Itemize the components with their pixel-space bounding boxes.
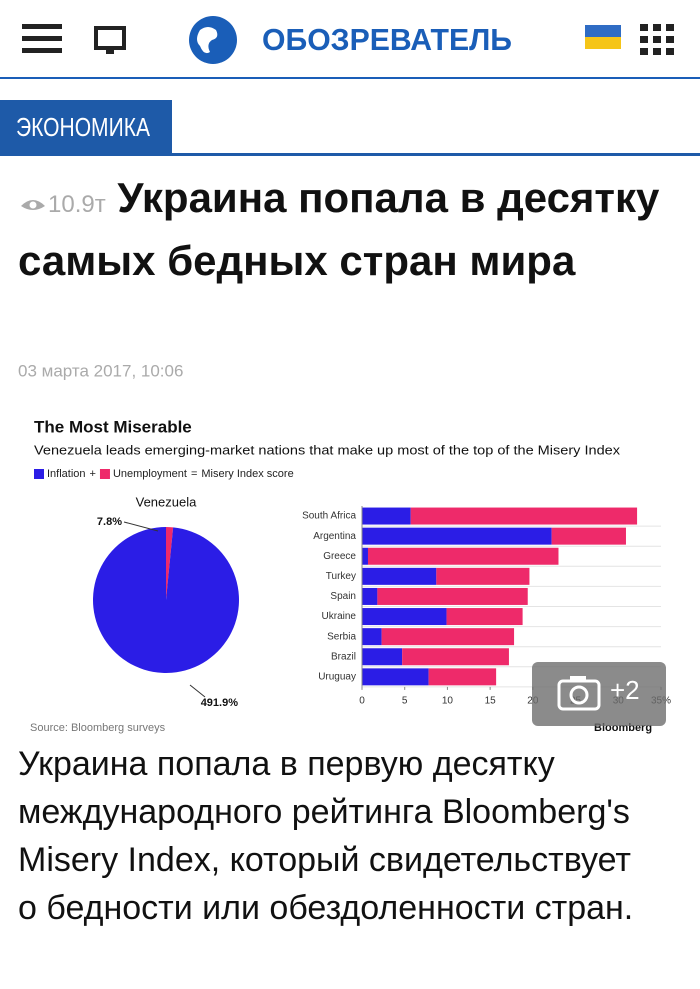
bar-segment <box>362 608 447 626</box>
pie-slice <box>93 527 240 673</box>
pie-value-label: 491.9% <box>201 697 239 709</box>
article-title: 10.9т Украина попала в десятку самых бед… <box>18 170 688 289</box>
apps-button[interactable] <box>640 24 674 55</box>
legend-label: Inflation <box>47 468 86 480</box>
logo[interactable]: ОБОЗРЕВАТЕЛЬ <box>189 16 512 64</box>
x-tick-label: 10 <box>442 696 454 707</box>
bar-segment <box>362 587 378 605</box>
bar-segment <box>402 648 509 666</box>
eye-icon <box>21 200 45 210</box>
figure-title: The Most Miserable <box>34 417 192 436</box>
photo-count: +2 <box>610 675 640 705</box>
photo-count-button[interactable]: +2 <box>532 662 666 726</box>
figure-source: Source: Bloomberg surveys <box>30 722 166 734</box>
legend-operator: = <box>191 468 197 480</box>
legend-operator: + <box>90 468 96 480</box>
pie-title: Venezuela <box>136 494 197 509</box>
views-count: 10.9т <box>48 191 106 218</box>
pie-value-label: 7.8% <box>97 516 122 528</box>
bar-segment <box>446 608 523 626</box>
bar-segment <box>362 648 403 666</box>
menu-button[interactable] <box>22 24 62 53</box>
bar-segment <box>362 628 382 646</box>
language-flag[interactable] <box>585 25 621 49</box>
bar-segment <box>428 668 497 686</box>
legend-swatch <box>99 469 110 479</box>
y-tick-label: South Africa <box>302 511 356 522</box>
y-tick-label: Spain <box>330 591 356 602</box>
bar-segment <box>362 507 411 525</box>
article-date: 03 марта 2017, 10:06 <box>18 361 183 380</box>
bar-segment <box>436 567 530 585</box>
legend-total: Misery Index score <box>201 468 293 480</box>
bar-segment <box>362 567 437 585</box>
y-tick-label: Ukraine <box>322 611 357 622</box>
y-tick-label: Argentina <box>313 531 356 542</box>
legend-swatch <box>34 469 44 479</box>
bar-segment <box>367 547 559 565</box>
section-label[interactable]: ЭКОНОМИКА <box>16 112 151 142</box>
figure-subtitle: Venezuela leads emerging-market nations … <box>34 442 621 457</box>
y-tick-label: Greece <box>323 551 356 562</box>
bar-segment <box>377 587 528 605</box>
y-tick-label: Uruguay <box>318 671 356 682</box>
section-band[interactable] <box>0 100 172 155</box>
header-line <box>0 77 700 79</box>
y-tick-label: Serbia <box>327 631 356 642</box>
leader-line <box>189 684 206 698</box>
x-tick-label: 5 <box>402 696 408 707</box>
title-text: Украина попала в десятку самых бедных ст… <box>18 174 660 284</box>
section-line <box>0 153 700 156</box>
legend-label: Unemployment <box>113 468 187 480</box>
bar-segment <box>381 628 515 646</box>
x-tick-label: 0 <box>359 696 365 707</box>
views: 10.9т <box>18 174 117 221</box>
bar-segment <box>362 547 368 565</box>
legend: Inflation + Unemployment = Misery Index scor… <box>34 468 294 480</box>
bar-segment <box>410 507 638 525</box>
bar-segment <box>551 527 626 545</box>
desktop-button[interactable] <box>94 26 126 54</box>
pie-slice <box>166 527 174 600</box>
leader-line <box>123 521 159 532</box>
y-tick-label: Brazil <box>331 651 356 662</box>
x-tick-label: 15 <box>485 696 497 707</box>
logo-text: ОБОЗРЕВАТЕЛЬ <box>262 22 512 57</box>
y-tick-label: Turkey <box>326 571 356 582</box>
article-lead: Украина попала в первую десятку междунар… <box>18 745 634 927</box>
bar-segment <box>362 527 552 545</box>
bar-segment <box>362 668 429 686</box>
